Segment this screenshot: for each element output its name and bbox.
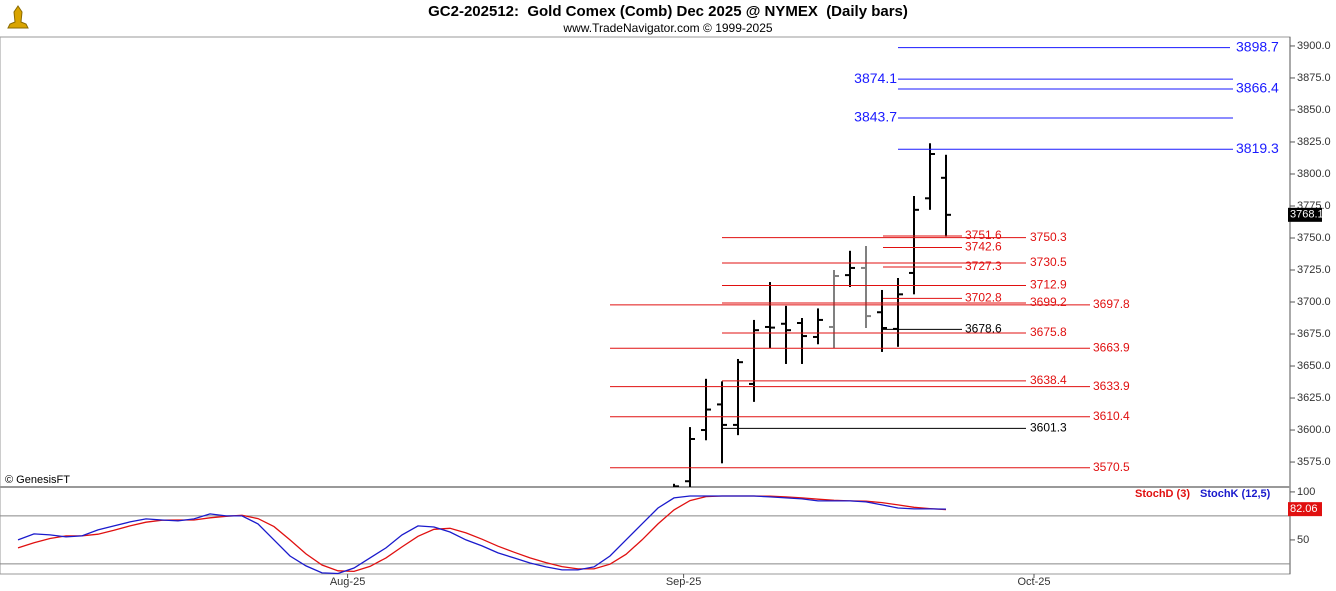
x-tick-label: Sep-25 bbox=[666, 576, 701, 588]
level-label: 3730.5 bbox=[1030, 255, 1067, 269]
x-tick-label: Aug-25 bbox=[330, 576, 365, 588]
level-label: 3697.8 bbox=[1093, 297, 1130, 311]
x-tick-label: Oct-25 bbox=[1017, 576, 1050, 588]
level-label: 3633.9 bbox=[1093, 379, 1130, 393]
y-tick-label: 3600.0 bbox=[1297, 424, 1331, 436]
level-label: 3751.6 bbox=[965, 228, 1002, 242]
level-label: 3843.7 bbox=[854, 109, 897, 125]
y-tick-label: 3575.0 bbox=[1297, 456, 1331, 468]
copyright: © GenesisFT bbox=[5, 474, 70, 486]
level-label: 3712.9 bbox=[1030, 278, 1067, 292]
y-tick-label: 3650.0 bbox=[1297, 360, 1331, 372]
y-tick-label: 3875.0 bbox=[1297, 72, 1331, 84]
level-label: 3601.3 bbox=[1030, 421, 1067, 435]
y-tick-label: 3800.0 bbox=[1297, 168, 1331, 180]
level-label: 3742.6 bbox=[965, 240, 1002, 254]
level-label: 3610.4 bbox=[1093, 409, 1130, 423]
level-label: 3750.3 bbox=[1030, 230, 1067, 244]
last-price-badge bbox=[1288, 207, 1322, 222]
stoch-line bbox=[17, 495, 947, 573]
level-label: 3675.8 bbox=[1030, 325, 1067, 339]
level-label: 3638.4 bbox=[1030, 373, 1067, 387]
y-tick-label: 3725.0 bbox=[1297, 264, 1331, 276]
y-tick-label: 50 bbox=[1297, 534, 1309, 546]
y-tick-label: 3900.0 bbox=[1297, 40, 1331, 52]
logo bbox=[4, 4, 32, 32]
level-label: 3702.8 bbox=[965, 291, 1002, 305]
level-label: 3570.5 bbox=[1093, 460, 1130, 474]
level-label: 3727.3 bbox=[965, 259, 1002, 273]
chart-subtitle: www.TradeNavigator.com © 1999-2025 bbox=[562, 21, 772, 35]
last-value-badge bbox=[1288, 502, 1322, 517]
chart-title: GC2-202512: Gold Comex (Comb) Dec 2025 @… bbox=[428, 3, 908, 20]
level-label: 3663.9 bbox=[1093, 340, 1130, 354]
y-tick-label: 100 bbox=[1297, 486, 1315, 498]
y-tick-label: 3625.0 bbox=[1297, 392, 1331, 404]
y-tick-label: 3825.0 bbox=[1297, 136, 1331, 148]
y-tick-label: 3700.0 bbox=[1297, 296, 1331, 308]
level-label: 3819.3 bbox=[1236, 140, 1279, 156]
legend-entry: StochD (3) bbox=[1135, 488, 1190, 500]
level-label: 3699.2 bbox=[1030, 295, 1067, 309]
level-label: 3874.1 bbox=[854, 70, 897, 86]
last-value-label: 82.06 bbox=[1290, 503, 1318, 515]
y-tick-label: 3850.0 bbox=[1297, 104, 1331, 116]
y-tick-label: 3750.0 bbox=[1297, 232, 1331, 244]
level-label: 3898.7 bbox=[1236, 38, 1279, 54]
stoch-line bbox=[17, 495, 947, 575]
y-tick-label: 3675.0 bbox=[1297, 328, 1331, 340]
level-label: 3678.6 bbox=[965, 322, 1002, 336]
last-price-label: 3768.1 bbox=[1290, 209, 1324, 221]
legend-entry: StochK (12,5) bbox=[1200, 488, 1271, 500]
level-label: 3866.4 bbox=[1236, 80, 1279, 96]
